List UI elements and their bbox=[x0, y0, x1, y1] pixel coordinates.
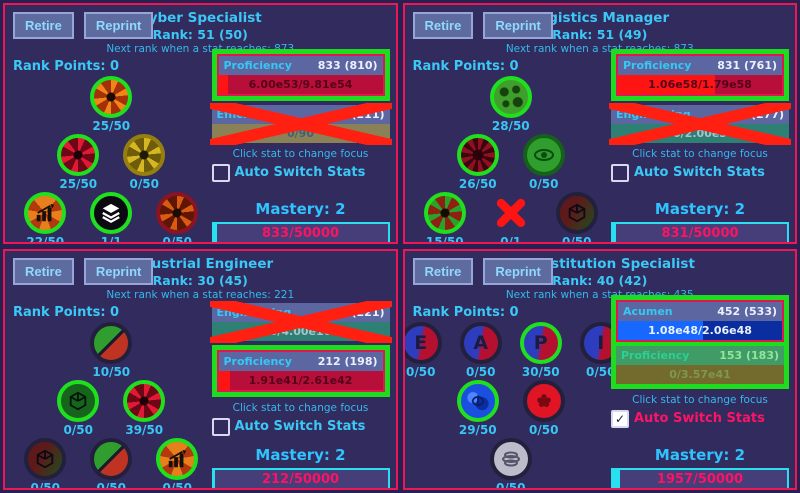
chart-increase-icon[interactable] bbox=[24, 191, 67, 234]
virus-icon[interactable] bbox=[489, 75, 532, 118]
letter-a-icon[interactable]: A bbox=[459, 321, 502, 364]
focus-hint: Click stat to change focus bbox=[632, 393, 768, 406]
panel-title: Logistics Manager bbox=[530, 10, 670, 26]
chart-increase-icon[interactable] bbox=[156, 437, 199, 480]
reprint-button[interactable]: Reprint bbox=[83, 12, 154, 39]
acumen-xp-bar: 1.08e48/2.06e48 bbox=[618, 320, 782, 340]
stat-proficiency[interactable]: Proficiency 833 (810) 6.00e53/9.81e54 bbox=[218, 55, 383, 94]
focused-stat-highlight: Acumen 452 (533) 1.08e48/2.06e48 Proficie… bbox=[611, 294, 789, 389]
auto-switch-stats[interactable]: Auto Switch Stats bbox=[611, 409, 789, 428]
x-mark-icon[interactable] bbox=[490, 192, 532, 234]
spiral-red-icon[interactable] bbox=[57, 133, 100, 176]
retire-button[interactable]: Retire bbox=[13, 12, 74, 39]
stat-proficiency[interactable]: Proficiency 212 (198) 1.91e41/2.61e42 bbox=[218, 351, 383, 390]
panel-cyber-specialist: Retire Reprint Cyber Specialist Rank: 51… bbox=[3, 3, 398, 244]
rank-points-label: Rank Points: 0 bbox=[412, 58, 519, 74]
mastery-label: Mastery: 2 bbox=[654, 199, 746, 218]
rank-points-label: Rank Points: 0 bbox=[13, 58, 120, 74]
rank-label: Rank: 30 (45) bbox=[152, 272, 248, 288]
panel-reconstitution-specialist: Retire Reprint Reconstitution Specialist… bbox=[402, 249, 797, 490]
mastery-progress-bar: 833/50000 bbox=[211, 221, 390, 242]
auto-switch-checkbox[interactable] bbox=[211, 163, 230, 182]
saturn-icon[interactable] bbox=[489, 437, 532, 480]
crossed-out-overlay bbox=[609, 102, 791, 145]
stat-acumen[interactable]: Acumen 452 (533) 1.08e48/2.06e48 bbox=[618, 301, 782, 340]
spiral-red-icon[interactable] bbox=[123, 379, 166, 422]
cube-icon[interactable] bbox=[555, 191, 598, 234]
panel-title: Cyber Specialist bbox=[138, 10, 262, 26]
stat-engineering[interactable]: Engineering0 (221) 0/4.00e16 bbox=[209, 300, 392, 343]
stat-proficiency[interactable]: Proficiency 153 (183) 0/3.57e41 bbox=[616, 345, 784, 384]
rank-label: Rank: 51 (50) bbox=[152, 26, 248, 42]
stat-icon-pyramid: 10/50 0/50 39/50 0/50 0/50 0/50 bbox=[11, 321, 212, 488]
stat-efficiency[interactable]: Efficiency0 (211) 0/90 bbox=[209, 102, 392, 145]
split-circle-icon[interactable] bbox=[90, 437, 133, 480]
focused-stat-highlight: Proficiency 831 (761) 1.06e58/1.79e58 bbox=[611, 48, 789, 101]
auto-switch-stats[interactable]: Auto Switch Stats bbox=[211, 163, 390, 182]
panel-industrial-engineer: Retire Reprint Industrial Engineer Rank:… bbox=[3, 249, 398, 490]
next-rank-label: Next rank when a stat reaches: 221 bbox=[106, 288, 295, 301]
reprint-button[interactable]: Reprint bbox=[83, 258, 154, 285]
auto-switch-stats[interactable]: Auto Switch Stats bbox=[211, 417, 390, 436]
auto-switch-checkbox[interactable] bbox=[211, 417, 230, 436]
eye-icon[interactable] bbox=[522, 133, 565, 176]
panel-title: Industrial Engineer bbox=[127, 256, 274, 272]
rosette-icon[interactable] bbox=[456, 133, 499, 176]
auto-switch-stats[interactable]: Auto Switch Stats bbox=[611, 163, 789, 182]
reprint-button[interactable]: Reprint bbox=[483, 258, 553, 285]
spiral-ember-icon[interactable] bbox=[156, 191, 199, 234]
layers-icon[interactable] bbox=[90, 191, 133, 234]
crossed-out-overlay bbox=[209, 102, 392, 145]
stat-icon-pyramid: E 0/50 A 0/50 P 30/50 I 0/50 29/50 0/50 0/50 bbox=[404, 321, 622, 488]
auto-switch-checkbox[interactable] bbox=[611, 409, 629, 428]
focused-stat-highlight: Proficiency 833 (810) 6.00e53/9.81e54 bbox=[211, 48, 390, 101]
retire-button[interactable]: Retire bbox=[412, 12, 474, 39]
proficiency-xp-bar: 1.06e58/1.79e58 bbox=[618, 74, 782, 94]
brain-icon[interactable] bbox=[456, 379, 499, 422]
retire-button[interactable]: Retire bbox=[13, 258, 74, 285]
proficiency-xp-bar: 1.91e41/2.61e42 bbox=[218, 370, 383, 390]
focus-hint: Click stat to change focus bbox=[632, 147, 768, 160]
retire-button[interactable]: Retire bbox=[412, 258, 474, 285]
letter-e-icon[interactable]: E bbox=[404, 321, 442, 364]
letter-p-icon[interactable]: P bbox=[519, 321, 562, 364]
spiral-orange-icon[interactable] bbox=[90, 75, 133, 118]
mastery-progress-bar: 1957/50000 bbox=[611, 467, 789, 488]
rank-label: Rank: 51 (49) bbox=[552, 26, 648, 42]
spiral-yellow-icon[interactable] bbox=[123, 133, 166, 176]
panel-logistics-manager: Retire Reprint Logistics Manager Rank: 5… bbox=[402, 3, 797, 244]
mastery-label: Mastery: 2 bbox=[255, 445, 346, 464]
flower-icon[interactable] bbox=[522, 379, 565, 422]
mastery-progress-bar: 212/50000 bbox=[211, 467, 390, 488]
reprint-button[interactable]: Reprint bbox=[483, 12, 553, 39]
stat-icon-pyramid: 28/50 26/50 0/50 15/50 0/1 0/50 bbox=[411, 75, 612, 242]
auto-switch-checkbox[interactable] bbox=[611, 163, 629, 182]
rank-label: Rank: 40 (42) bbox=[552, 272, 648, 288]
mastery-progress-bar: 831/50000 bbox=[611, 221, 789, 242]
mastery-label: Mastery: 2 bbox=[654, 445, 746, 464]
proficiency-xp-bar: 6.00e53/9.81e54 bbox=[218, 74, 383, 94]
rank-points-label: Rank Points: 0 bbox=[13, 304, 120, 320]
focus-hint: Click stat to change focus bbox=[232, 147, 369, 160]
cube-dark-icon[interactable] bbox=[24, 437, 67, 480]
mastery-label: Mastery: 2 bbox=[255, 199, 346, 218]
stat-icon-pyramid: 25/50 25/50 0/50 22/50 1/1 0/50 bbox=[11, 75, 212, 242]
spiral-duotone-icon[interactable] bbox=[423, 191, 466, 234]
crossed-out-overlay bbox=[209, 300, 392, 343]
stat-proficiency[interactable]: Proficiency 831 (761) 1.06e58/1.79e58 bbox=[618, 55, 782, 94]
proficiency-xp-bar: 0/3.57e41 bbox=[616, 364, 784, 384]
focused-stat-highlight: Proficiency 212 (198) 1.91e41/2.61e42 bbox=[211, 344, 390, 397]
stat-engineering[interactable]: Engineering0 (277) 0/2.00e5 bbox=[609, 102, 791, 145]
split-circle-icon[interactable] bbox=[90, 321, 133, 364]
rank-points-label: Rank Points: 0 bbox=[412, 304, 519, 320]
focus-hint: Click stat to change focus bbox=[232, 401, 369, 414]
cube-green-icon[interactable] bbox=[57, 379, 100, 422]
